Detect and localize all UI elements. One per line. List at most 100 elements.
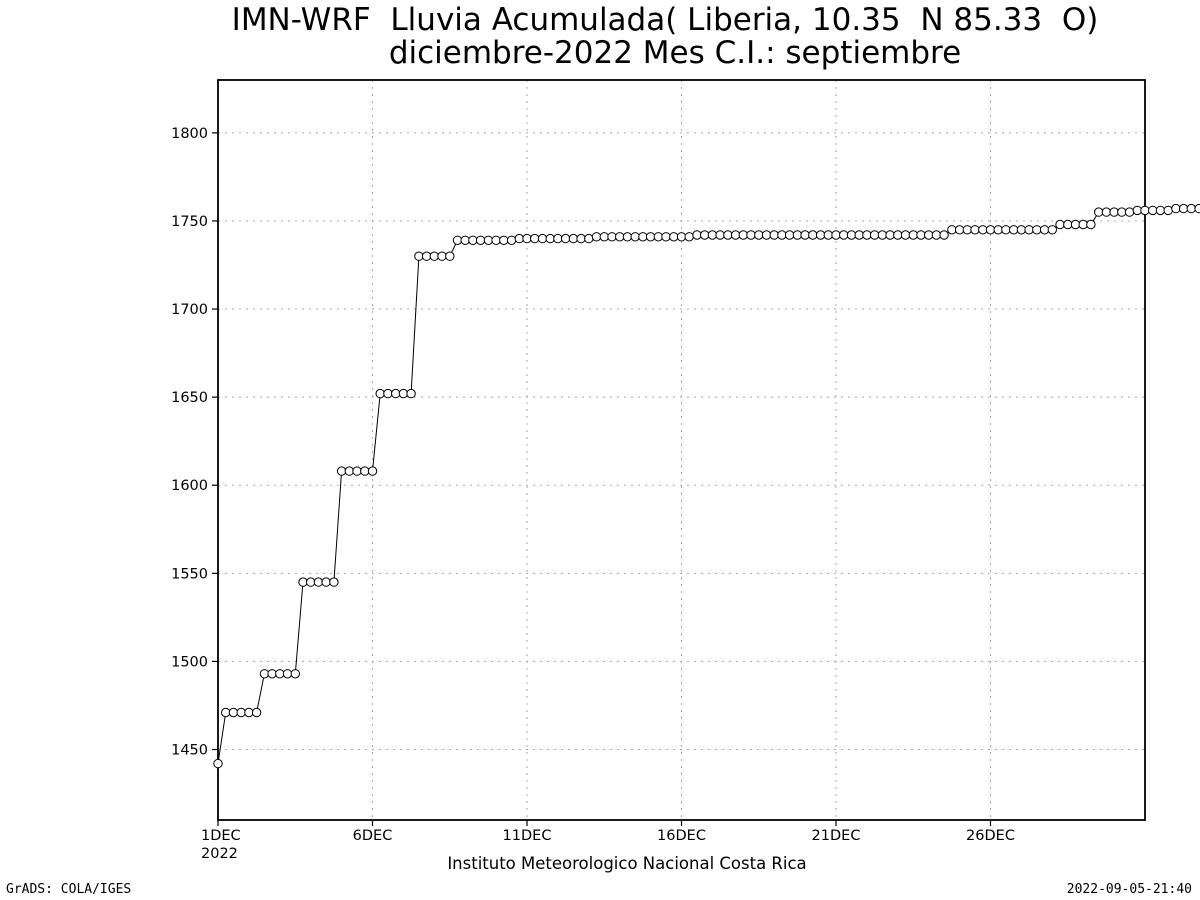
data-point <box>1009 225 1019 235</box>
data-point <box>1124 207 1135 217</box>
data-point <box>599 232 609 242</box>
y-tick-label: 1750 <box>171 214 208 230</box>
data-point <box>754 230 764 240</box>
data-point <box>707 230 718 240</box>
data-point <box>321 577 331 587</box>
y-tick-label: 1500 <box>171 654 208 670</box>
data-point <box>692 230 702 240</box>
data-point <box>908 230 918 240</box>
data-point <box>383 388 393 399</box>
data-point <box>267 669 277 679</box>
data-point <box>1101 207 1112 217</box>
data-point <box>630 232 640 242</box>
data-point <box>1039 225 1050 235</box>
data-point <box>483 235 494 246</box>
data-point <box>900 230 911 240</box>
data-point <box>839 230 849 240</box>
data-point <box>445 251 455 261</box>
data-point <box>344 466 354 476</box>
x-year-label: 2022 <box>201 846 238 862</box>
data-point <box>251 707 262 718</box>
x-tick-label: 21DEC <box>812 828 861 844</box>
data-point <box>468 235 478 246</box>
footer-software: GrADS: COLA/IGES <box>6 882 132 897</box>
data-point <box>931 230 942 240</box>
data-point <box>553 233 563 244</box>
data-point <box>661 232 671 242</box>
data-point <box>514 233 524 244</box>
data-point <box>1186 203 1197 214</box>
chart-title-line-1: IMN-WRF Lluvia Acumulada( Liberia, 10.35… <box>231 2 1099 38</box>
data-point <box>962 225 972 235</box>
plot-frame <box>217 79 1146 821</box>
data-point <box>213 758 223 769</box>
data-point <box>869 230 880 240</box>
data-point <box>1047 225 1058 235</box>
data-point <box>1178 203 1189 214</box>
data-point <box>360 466 370 476</box>
y-tick-label: 1450 <box>171 743 208 759</box>
data-point <box>700 230 710 240</box>
data-point <box>491 235 501 246</box>
data-point <box>746 230 756 240</box>
data-point <box>1171 203 1181 214</box>
grid-lines <box>218 80 1145 820</box>
data-point <box>607 232 617 242</box>
data-point <box>298 577 308 587</box>
data-point <box>1001 225 1011 235</box>
data-point <box>1094 207 1104 217</box>
data-point <box>568 233 579 244</box>
data-point <box>846 230 857 240</box>
data-point <box>530 233 540 244</box>
data-point <box>823 230 833 240</box>
data-point <box>414 251 424 261</box>
chart-title-line-2: diciembre-2022 Mes C.I.: septiembre <box>388 35 962 71</box>
data-point <box>236 707 246 718</box>
data-point <box>653 232 663 242</box>
data-point <box>244 707 254 718</box>
data-point <box>1086 219 1096 230</box>
data-point <box>769 230 779 240</box>
data-point <box>221 707 231 718</box>
data-point <box>228 707 239 718</box>
data-point <box>452 235 463 246</box>
data-point <box>985 225 996 235</box>
data-point <box>1117 207 1127 217</box>
data-point <box>638 232 648 242</box>
data-point <box>669 232 679 242</box>
data-point <box>1063 219 1073 230</box>
data-point <box>1109 207 1119 217</box>
data-point <box>978 225 988 235</box>
data-point <box>259 669 270 679</box>
data-point <box>313 577 324 587</box>
data-point <box>576 233 586 244</box>
data-point <box>862 230 872 240</box>
data-point <box>352 466 362 476</box>
data-point <box>290 669 300 679</box>
data-point <box>275 669 285 679</box>
data-point <box>877 230 888 240</box>
data-point <box>391 388 401 399</box>
data-point <box>1140 205 1150 216</box>
data-point <box>993 225 1003 235</box>
data-point <box>522 233 532 244</box>
series-accumulated-rain <box>213 203 1200 769</box>
data-point <box>1032 225 1042 235</box>
data-point <box>1132 205 1143 216</box>
data-point <box>924 230 934 240</box>
x-tick-label: 16DEC <box>657 828 706 844</box>
x-tick-label: 6DEC <box>353 828 393 844</box>
data-point <box>615 232 625 242</box>
data-point <box>1016 225 1027 235</box>
data-point <box>622 232 633 242</box>
data-point <box>676 232 687 242</box>
data-point <box>800 230 810 240</box>
data-point <box>970 225 980 235</box>
y-tick-label: 1550 <box>171 566 208 582</box>
data-point <box>1163 205 1173 216</box>
data-point <box>336 466 347 476</box>
data-point <box>808 230 818 240</box>
data-point <box>1155 205 1166 216</box>
data-point <box>406 388 416 399</box>
